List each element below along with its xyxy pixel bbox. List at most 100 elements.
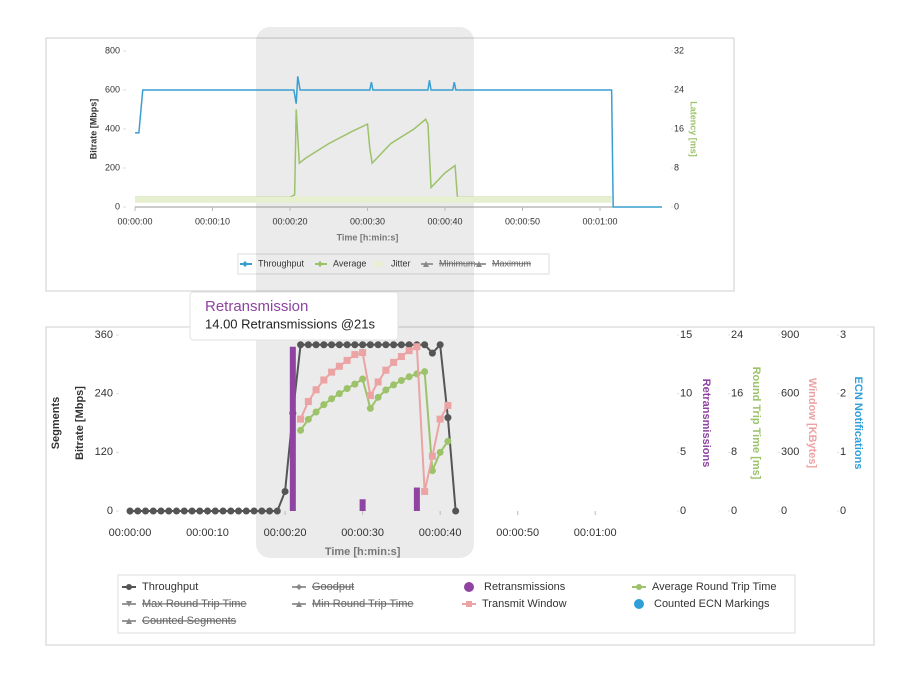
- y2-tick-label: 0: [674, 201, 679, 211]
- y-axis-title: Segments: [50, 397, 62, 450]
- data-point: [304, 415, 312, 423]
- legend-symbol: [423, 261, 429, 267]
- data-point: [312, 408, 320, 416]
- data-point: [320, 341, 328, 349]
- y-tick-label: 0: [115, 201, 120, 211]
- data-point: [219, 507, 227, 515]
- y2-tick-label: 8: [731, 446, 737, 458]
- data-point: [188, 507, 196, 515]
- legend-label: Throughput: [258, 258, 305, 268]
- data-point: [173, 507, 181, 515]
- data-point: [266, 507, 274, 515]
- x-tick-label: 00:00:30: [341, 527, 384, 539]
- x-tick-label: 00:00:40: [427, 216, 462, 226]
- legend-label: Goodput: [312, 581, 354, 593]
- data-point: [405, 347, 413, 355]
- series-line: [135, 109, 612, 198]
- y2-tick-label: 0: [781, 505, 787, 517]
- y2-axis-title: Round Trip Time [ms]: [750, 367, 762, 480]
- y2-tick-label: 300: [781, 446, 799, 458]
- y-tick-label: 600: [105, 84, 120, 94]
- y-tick-label: 360: [95, 329, 113, 341]
- data-point: [436, 341, 444, 349]
- series-line: [135, 76, 662, 208]
- legend-symbol: [242, 261, 248, 267]
- data-point: [444, 401, 452, 409]
- legend-symbol: [296, 601, 302, 607]
- tooltip-text: 14.00 Retransmissions @21s: [205, 316, 375, 331]
- y2-tick-label: 0: [840, 505, 846, 517]
- data-point: [258, 507, 266, 515]
- data-point: [320, 376, 328, 384]
- legend-symbol: [466, 601, 472, 607]
- legend-label: Maximum: [492, 258, 531, 268]
- data-point: [343, 385, 351, 393]
- x-tick-label: 00:00:00: [109, 527, 152, 539]
- x-axis-title: Time [h:min:s]: [337, 232, 399, 242]
- y2-tick-label: 24: [674, 84, 684, 94]
- data-point: [397, 376, 405, 384]
- legend-symbol: [464, 582, 474, 592]
- tooltip: Retransmission 14.00 Retransmissions @21…: [189, 291, 399, 341]
- tooltip-title: Retransmission: [205, 298, 308, 315]
- top-panel: [45, 37, 735, 292]
- data-point: [351, 341, 359, 349]
- data-point: [312, 341, 320, 349]
- legend-label: Retransmissions: [484, 581, 566, 593]
- data-point: [328, 368, 336, 376]
- data-point: [444, 414, 452, 422]
- data-point: [142, 507, 150, 515]
- data-point: [397, 353, 405, 361]
- data-point: [180, 507, 188, 515]
- data-point: [134, 507, 142, 515]
- data-point: [421, 368, 429, 376]
- bottom-legend-box: [117, 574, 796, 634]
- y2-axis-title: ECN Notifications: [852, 377, 864, 470]
- legend-symbol: [296, 584, 302, 590]
- data-point: [328, 341, 336, 349]
- legend-symbol: [375, 261, 381, 267]
- y-tick-label: 800: [105, 45, 120, 55]
- x-tick-label: 00:01:00: [574, 527, 617, 539]
- legend-label: Min Round Trip Time: [312, 598, 413, 610]
- y2-tick-label: 8: [674, 162, 679, 172]
- y2-tick-label: 24: [731, 329, 743, 341]
- y-axis-title: Bitrate [Mbps]: [74, 386, 86, 460]
- data-point: [196, 507, 204, 515]
- y2-tick-label: 1: [840, 446, 846, 458]
- top-legend-box: [237, 253, 550, 275]
- data-point: [374, 393, 382, 401]
- data-point: [227, 507, 235, 515]
- data-point: [390, 381, 398, 389]
- legend-symbol: [126, 584, 132, 590]
- legend-label: Minimum: [439, 258, 476, 268]
- legend-label: Counted Segments: [142, 615, 237, 627]
- legend-symbol: [126, 601, 132, 607]
- charts: 00:00:00 00:00:10 00:00:20 00:00:30 00:00:40…: [50, 45, 864, 627]
- data-point: [149, 507, 157, 515]
- data-point: [366, 392, 374, 400]
- data-point: [297, 341, 305, 349]
- y2-tick-label: 5: [680, 446, 686, 458]
- legend-label: Max Round Trip Time: [142, 598, 247, 610]
- data-point: [320, 401, 328, 409]
- x-tick-label: 00:00:10: [186, 527, 229, 539]
- data-point: [428, 349, 436, 357]
- data-point: [351, 351, 359, 359]
- data-point: [312, 386, 320, 394]
- data-point: [390, 341, 398, 349]
- bar: [413, 487, 420, 511]
- data-point: [382, 386, 390, 394]
- y-tick-label: 0: [107, 505, 113, 517]
- y-tick-label: 120: [95, 446, 113, 458]
- legend-label: Jitter: [391, 258, 411, 268]
- data-point: [382, 341, 390, 349]
- legend-label: Counted ECN Markings: [654, 598, 770, 610]
- data-point: [359, 349, 367, 357]
- data-point: [421, 487, 429, 495]
- bar: [289, 346, 296, 511]
- data-point: [328, 395, 336, 403]
- data-point: [428, 452, 436, 460]
- data-point: [304, 341, 312, 349]
